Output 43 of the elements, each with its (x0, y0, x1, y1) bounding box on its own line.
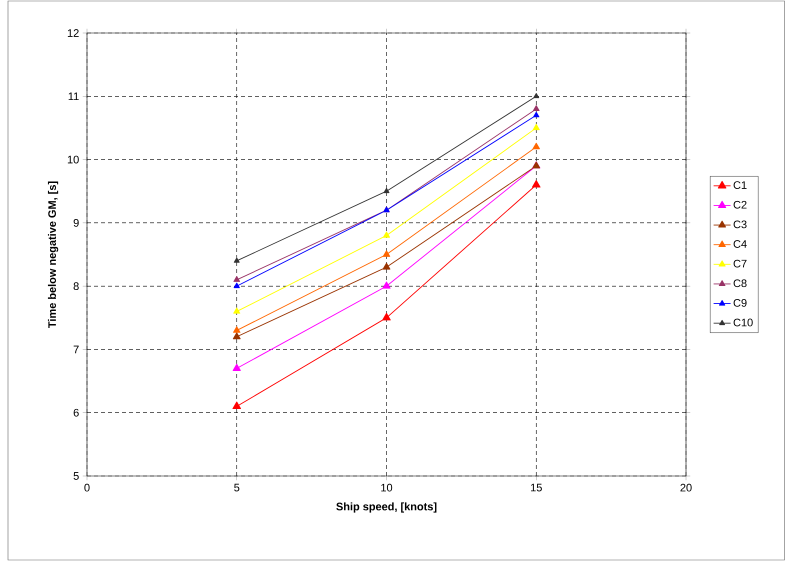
legend-label: C8 (734, 279, 747, 288)
y-tick-label: 9 (74, 218, 79, 227)
point (384, 188, 390, 194)
y-tick-label: 8 (74, 282, 79, 290)
x-tick-label: 0 (84, 484, 90, 492)
point (532, 105, 540, 112)
x-tick-label: 10 (381, 484, 392, 492)
legend-label: C4 (734, 240, 747, 248)
point (382, 250, 390, 257)
legend-label: C3 (734, 220, 747, 228)
x-tick-label: 20 (680, 484, 692, 492)
point (233, 326, 240, 333)
point (532, 142, 540, 150)
x-tick-label: 5 (234, 484, 240, 492)
legend-label: C2 (734, 200, 747, 209)
y-tick-label: 5 (74, 472, 79, 480)
legend-label: C9 (734, 299, 747, 307)
point (234, 282, 240, 288)
point (232, 364, 241, 371)
y-tick-label: 7 (74, 346, 79, 354)
point (382, 312, 391, 320)
x-axis-title: Ship speed, [knots] (336, 502, 436, 513)
y-tick-label: 11 (68, 92, 79, 100)
point (383, 232, 390, 238)
legend-label: C10 (734, 318, 753, 326)
point (532, 180, 541, 188)
point (233, 276, 240, 282)
point (233, 307, 240, 314)
point (382, 282, 391, 289)
y-tick-label: 12 (68, 29, 79, 37)
legend-label: C7 (734, 260, 747, 268)
point (232, 402, 242, 410)
point (532, 124, 540, 130)
legend-label: C1 (734, 181, 747, 189)
point (533, 92, 540, 98)
y-tick-label: 10 (68, 156, 79, 164)
point (232, 332, 241, 340)
y-tick-label: 6 (74, 408, 79, 417)
y-axis-title: Time below negative GM, [s] (48, 182, 58, 328)
point (382, 262, 390, 270)
x-tick-label: 15 (530, 484, 542, 492)
point (533, 112, 540, 118)
point (234, 258, 240, 263)
